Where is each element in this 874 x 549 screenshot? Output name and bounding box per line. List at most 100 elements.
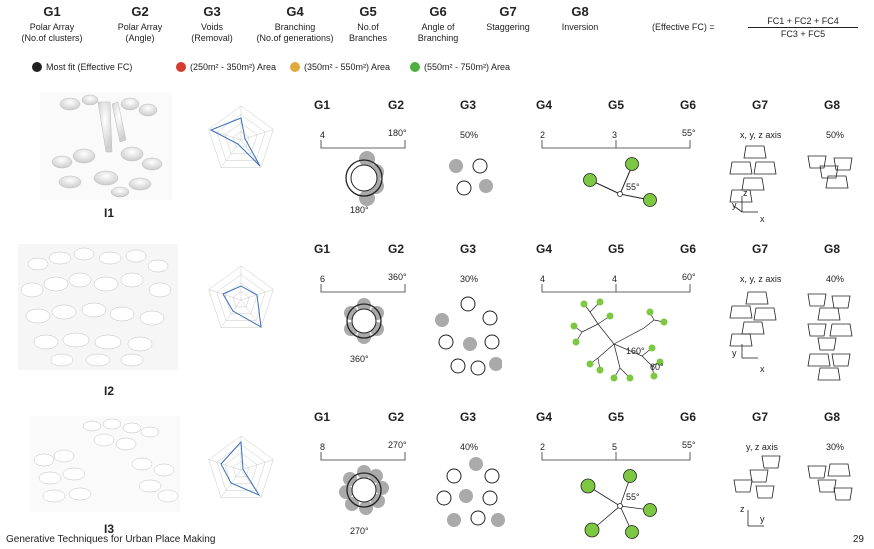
row1-clusters-value: 4 <box>320 130 326 140</box>
gene-header-g8: G8 Inversion <box>561 4 599 32</box>
row2-branch-angle-inner: 60° <box>650 362 664 372</box>
row3-g6-label: G6 <box>680 410 697 424</box>
row2-g1-label: G1 <box>314 242 331 256</box>
row1-angle-bottom: 180° <box>350 205 369 215</box>
row1-branches-value: 3 <box>612 130 618 140</box>
row3-angle-bottom: 270° <box>350 526 369 536</box>
row3-g3-label: G3 <box>460 410 477 424</box>
row3-stagger-value: y, z axis <box>746 442 778 452</box>
row1-g6-label: G6 <box>680 98 697 112</box>
row3-gens-value: 2 <box>540 442 546 452</box>
row3-branch-angle-inner: 55° <box>626 492 640 502</box>
row1-voids-value: 50% <box>460 130 479 140</box>
row3-voids-value: 40% <box>460 442 479 452</box>
row3-branching-diagram <box>541 452 691 539</box>
row3-g8-label: G8 <box>824 410 841 424</box>
row1-axis-y: y <box>732 200 737 210</box>
legend-most-fit: Most fit (Effective FC) <box>32 62 132 72</box>
formula-lhs: (Effective FC) = <box>652 22 715 32</box>
row2-g6-label: G6 <box>680 242 697 256</box>
row2-g5-label: G5 <box>608 242 625 256</box>
legend-dot-icon <box>176 62 186 72</box>
individual-label-i3: I3 <box>104 522 115 536</box>
row1-branch-angle-inner: 55° <box>626 182 640 192</box>
row3-g7-label: G7 <box>752 410 769 424</box>
row1-stagger-diagram <box>729 145 777 213</box>
row2-g2-label: G2 <box>388 242 405 256</box>
radar-chart-i3 <box>208 435 274 498</box>
row2-clusters-value: 6 <box>320 274 326 284</box>
row1-angle-value: 180° <box>388 128 407 138</box>
individual-label-i2: I2 <box>104 384 115 398</box>
row2-g7-label: G7 <box>752 242 769 256</box>
row3-g4-label: G4 <box>536 410 553 424</box>
gene-header-g2: G2 Polar Array (Angle) <box>117 4 163 43</box>
render-i1-image <box>40 92 172 200</box>
formula-numerator: FC1 + FC2 + FC4 <box>748 16 858 28</box>
individual-label-i1: I1 <box>104 206 115 220</box>
row3-stagger-diagram <box>733 455 781 527</box>
row3-g5-label: G5 <box>608 410 625 424</box>
render-i2-image <box>18 244 178 370</box>
row1-stagger-value: x, y, z axis <box>740 130 782 140</box>
row1-branch-angle-value: 55° <box>682 128 696 138</box>
row2-branches-value: 4 <box>612 274 618 284</box>
row2-angle-value: 360° <box>388 272 407 282</box>
row3-clusters-value: 8 <box>320 442 326 452</box>
legend-area-small: (250m² - 350m²) Area <box>176 62 276 72</box>
row2-angle-bottom: 360° <box>350 354 369 364</box>
row1-gens-value: 2 <box>540 130 546 140</box>
legend-dot-icon <box>290 62 300 72</box>
gene-header-g1: G1 Polar Array (No.of clusters) <box>21 4 83 43</box>
legend-dot-icon <box>32 62 42 72</box>
row3-axis-z: z <box>740 504 745 514</box>
row2-stagger-value: x, y, z axis <box>740 274 782 284</box>
row3-polar-array-diagram <box>320 452 406 515</box>
row2-voids-value: 30% <box>460 274 479 284</box>
row2-stagger-diagram <box>729 291 777 359</box>
row1-polar-array-diagram <box>320 140 406 206</box>
row3-inversion-value: 30% <box>826 442 845 452</box>
row2-inversion-value: 40% <box>826 274 845 284</box>
row1-g7-label: G7 <box>752 98 769 112</box>
row1-voids-diagram <box>449 158 493 196</box>
row2-polar-array-diagram <box>320 284 406 344</box>
row3-g2-label: G2 <box>388 410 405 424</box>
row1-g5-label: G5 <box>608 98 625 112</box>
row1-inversion-diagram <box>807 155 853 189</box>
row3-g1-label: G1 <box>314 410 331 424</box>
row3-branch-angle-value: 55° <box>682 440 696 450</box>
formula-fraction: FC1 + FC2 + FC4 FC3 + FC5 <box>748 16 858 39</box>
gene-header-g7: G7 Staggering <box>486 4 530 32</box>
radar-chart-i1 <box>208 105 274 168</box>
row1-g3-label: G3 <box>460 98 477 112</box>
row2-g3-label: G3 <box>460 242 477 256</box>
row3-branches-value: 5 <box>612 442 618 452</box>
row1-inversion-value: 50% <box>826 130 845 140</box>
radar-chart-i2 <box>208 265 274 328</box>
row1-axis-x: x <box>760 214 765 224</box>
row2-axis-x: x <box>760 364 765 374</box>
render-i3-image <box>30 416 180 512</box>
row1-g4-label: G4 <box>536 98 553 112</box>
row3-voids-diagram <box>436 457 505 527</box>
row2-voids-diagram <box>435 296 502 376</box>
row2-branch-angle-value: 60° <box>682 272 696 282</box>
row2-branching-diagram <box>541 284 691 382</box>
legend-dot-icon <box>410 62 420 72</box>
row2-gens-value: 4 <box>540 274 546 284</box>
gene-header-g6: G6 Angle of Branching <box>417 4 459 43</box>
row2-inversion-diagram <box>807 293 853 381</box>
row1-g2-label: G2 <box>388 98 405 112</box>
row2-branch-angle-inner2: 160° <box>626 346 645 356</box>
row1-g8-label: G8 <box>824 98 841 112</box>
page-number: 29 <box>852 534 864 545</box>
row3-inversion-diagram <box>807 463 853 501</box>
row3-angle-value: 270° <box>388 440 407 450</box>
row1-branching-diagram <box>541 140 691 207</box>
footer-title: Generative Techniques for Urban Place Ma… <box>6 534 216 545</box>
row1-axis-z: z <box>743 188 748 198</box>
gene-header-g3: G3 Voids (Removal) <box>191 4 233 43</box>
row2-g8-label: G8 <box>824 242 841 256</box>
row3-axis-y: y <box>760 514 765 524</box>
